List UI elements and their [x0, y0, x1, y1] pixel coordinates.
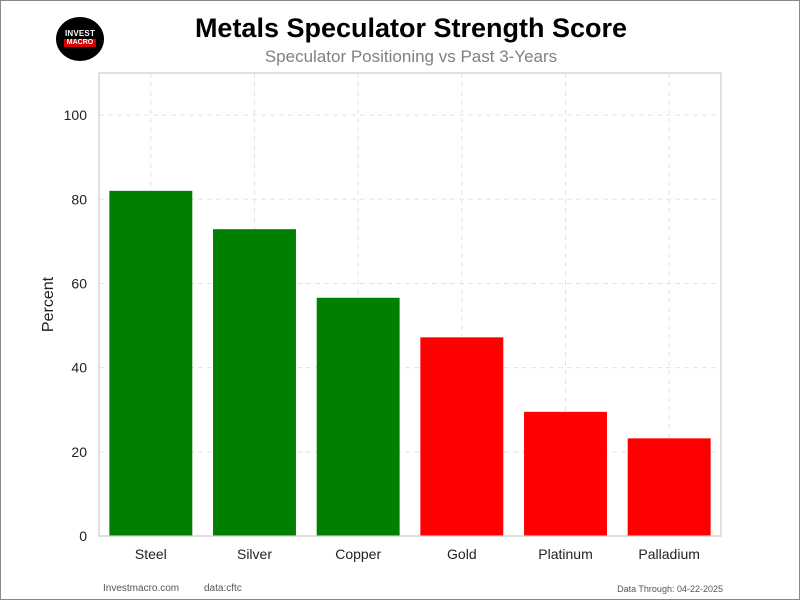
y-tick-label: 60 — [71, 275, 87, 291]
x-tick-label: Platinum — [538, 546, 592, 562]
logo-line-2: MACRO — [64, 39, 96, 47]
x-tick-label: Palladium — [638, 546, 699, 562]
bars — [109, 190, 711, 536]
y-tick-label: 80 — [71, 191, 87, 207]
x-tick-label: Silver — [237, 546, 272, 562]
y-tick-label: 20 — [71, 444, 87, 460]
x-tick-label: Copper — [335, 546, 381, 562]
footer-data-through: Data Through: 04-22-2025 — [617, 584, 723, 594]
footer-data-source: data:cftc — [204, 583, 242, 594]
grid-lines — [99, 73, 721, 536]
bar-gold — [420, 337, 504, 536]
y-tick-label: 40 — [71, 360, 87, 376]
bar-platinum — [524, 411, 607, 536]
logo-line-1: INVEST — [64, 29, 96, 38]
chart-title: Metals Speculator Strength Score — [194, 13, 628, 43]
y-tick-label: 0 — [79, 528, 87, 544]
investmacro-logo: INVEST MACRO — [56, 17, 104, 61]
x-tick-label: Steel — [135, 546, 167, 562]
bar-silver — [213, 229, 296, 536]
bar-copper — [316, 297, 400, 536]
footer-site-name: Investmacro.com — [103, 583, 180, 594]
bar-steel — [109, 190, 193, 536]
axes: 0 20 40 60 80 100 Steel Silver Copper Gold Platinu… — [40, 72, 722, 562]
y-axis-label: Percent — [40, 276, 57, 332]
y-tick-label: 100 — [64, 107, 88, 123]
x-tick-label: Gold — [447, 546, 477, 562]
plot-frame — [98, 72, 722, 537]
chart-subtitle: Speculator Positioning vs Past 3-Years — [264, 47, 558, 66]
bar-palladium — [627, 438, 711, 536]
